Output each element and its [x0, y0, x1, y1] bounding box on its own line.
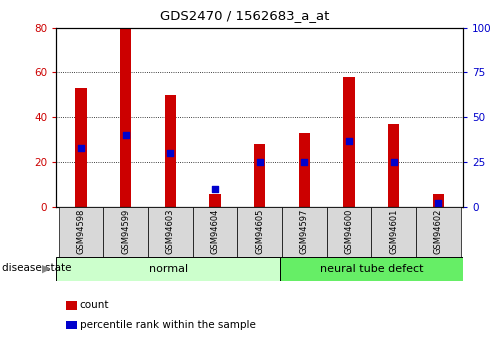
Bar: [120, 28, 131, 207]
Bar: [280, 257, 463, 281]
Bar: [343, 77, 355, 207]
Bar: [103, 207, 148, 257]
Point: [435, 201, 442, 206]
Text: GSM94604: GSM94604: [211, 208, 220, 254]
Bar: [237, 207, 282, 257]
Bar: [371, 207, 416, 257]
Text: GSM94597: GSM94597: [300, 208, 309, 254]
Text: GSM94601: GSM94601: [389, 208, 398, 254]
Text: neural tube defect: neural tube defect: [319, 264, 423, 274]
Bar: [254, 144, 265, 207]
Text: GSM94605: GSM94605: [255, 208, 264, 254]
Point: [345, 138, 353, 144]
Text: ▶: ▶: [43, 264, 51, 273]
Text: normal: normal: [148, 264, 188, 274]
Bar: [75, 88, 87, 207]
Point: [77, 145, 85, 150]
Point: [167, 150, 174, 156]
Text: GSM94598: GSM94598: [76, 208, 85, 254]
Bar: [282, 207, 327, 257]
Text: disease state: disease state: [2, 264, 72, 273]
Bar: [388, 124, 399, 207]
Point: [256, 159, 264, 165]
Bar: [416, 207, 461, 257]
Bar: [327, 207, 371, 257]
Text: percentile rank within the sample: percentile rank within the sample: [80, 320, 256, 330]
Point: [390, 159, 398, 165]
Text: GSM94603: GSM94603: [166, 208, 175, 254]
Point: [122, 132, 129, 138]
Bar: [299, 133, 310, 207]
Bar: [165, 95, 176, 207]
Bar: [193, 207, 237, 257]
Bar: [59, 207, 103, 257]
Text: GSM94600: GSM94600: [344, 208, 354, 254]
Text: GSM94602: GSM94602: [434, 208, 443, 254]
Bar: [433, 194, 444, 207]
Text: count: count: [80, 300, 109, 310]
Text: GSM94599: GSM94599: [121, 208, 130, 254]
Bar: [209, 194, 220, 207]
Bar: [148, 207, 193, 257]
Point: [211, 186, 219, 192]
Point: [300, 159, 308, 165]
Bar: [56, 257, 280, 281]
Text: GDS2470 / 1562683_a_at: GDS2470 / 1562683_a_at: [160, 9, 330, 22]
